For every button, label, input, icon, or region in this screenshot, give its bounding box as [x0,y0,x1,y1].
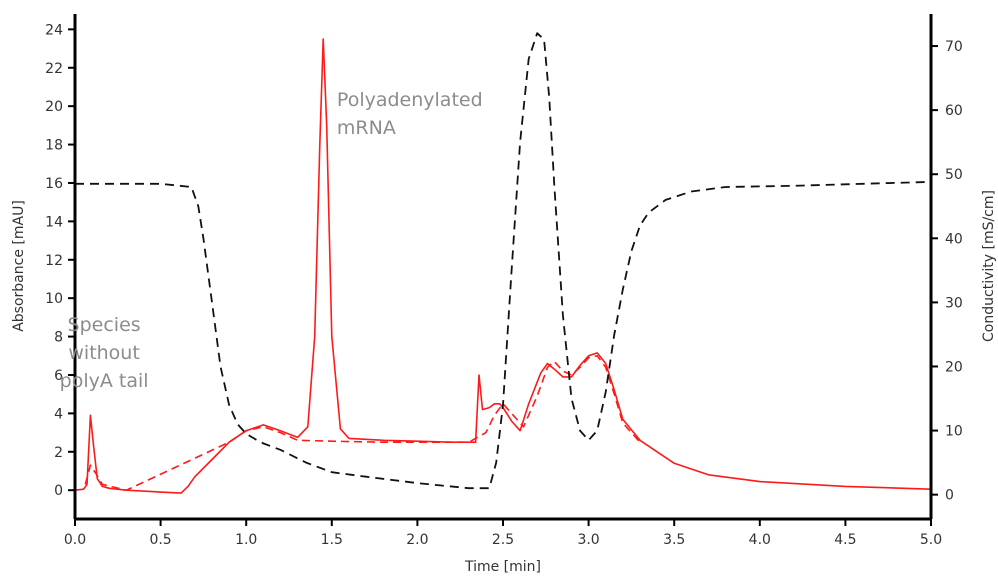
x-tick-label: 2.5 [492,532,514,548]
ticks-layer: 0.0 0.5 1.0 1.5 2.0 2.5 3.0 3.5 4.0 4.5 5.00246810… [45,22,963,548]
left-tick-label: 12 [45,253,63,269]
series-absorbance-solid-line [74,38,932,494]
x-tick-label: 0.0 [64,532,86,548]
left-tick-label: 20 [45,99,63,115]
x-tick-label: 4.0 [749,532,771,548]
left-tick-label: 18 [45,138,63,154]
left-tick-label: 16 [45,176,63,192]
series-conductivity-line [75,32,932,490]
x-tick-label: 5.0 [920,532,942,548]
left-tick-label: 22 [45,61,63,77]
right-tick-label: 60 [945,103,963,119]
annotation-1: Polyadenylated mRNA [337,89,483,139]
x-tick-label: 1.0 [235,532,257,548]
left-tick-label: 14 [45,214,63,230]
right-tick-label: 70 [945,39,963,55]
right-tick-label: 30 [945,295,963,311]
left-tick-label: 0 [54,483,63,499]
series-layer [74,32,932,494]
series-absorbance-dashed-line [84,355,641,491]
annotation-2: Species without polyA tail [60,314,149,392]
x-tick-label: 3.5 [663,532,685,548]
right-tick-label: 40 [945,231,963,247]
left-axis-title: Absorbance [mAU] [11,200,27,332]
left-tick-label: 10 [45,291,63,307]
x-tick-label: 1.5 [321,532,343,548]
right-tick-label: 50 [945,167,963,183]
x-tick-label: 4.5 [834,532,856,548]
annotation-layer: Polyadenylated mRNA Species without polyA ta… [60,89,483,392]
x-tick-label: 2.0 [406,532,428,548]
right-axis-title: Conductivity [mS/cm] [981,190,997,342]
left-tick-label: 24 [45,22,63,38]
left-tick-label: 6 [54,368,63,384]
left-tick-label: 2 [54,445,63,461]
axes-layer [73,14,933,521]
right-tick-label: 0 [945,488,954,504]
x-axis-title: Time [min] [464,559,541,575]
left-tick-label: 8 [54,330,63,346]
left-tick-label: 4 [54,406,63,422]
right-tick-label: 20 [945,359,963,375]
x-tick-label: 0.5 [149,532,171,548]
right-tick-label: 10 [945,424,963,440]
x-tick-label: 3.0 [577,532,599,548]
